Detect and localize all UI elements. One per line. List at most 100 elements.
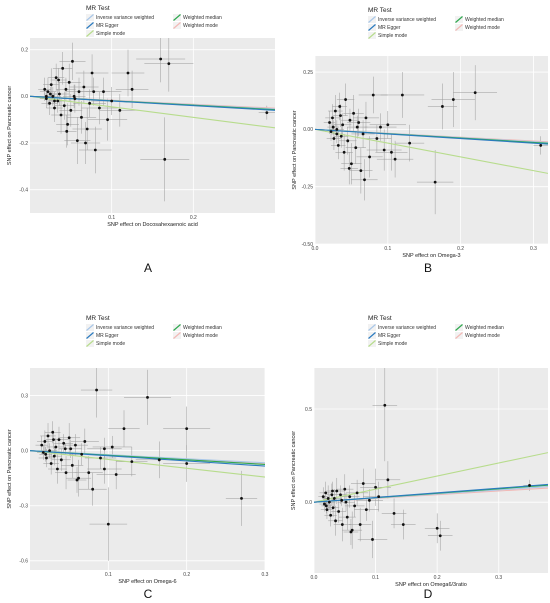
data-point [49, 92, 52, 96]
data-point [344, 500, 348, 504]
data-point [361, 132, 365, 136]
legend-key-line [173, 332, 181, 339]
data-point [328, 121, 331, 124]
data-point [64, 471, 68, 475]
data-point [441, 105, 444, 108]
data-point [146, 395, 149, 399]
panel-letter: A [144, 261, 152, 275]
data-point [331, 489, 334, 493]
x-axis-label: SNP effect on Omega-3 [402, 253, 460, 259]
data-point [49, 462, 53, 465]
data-point [70, 463, 74, 467]
x-tick-label: 0.1 [105, 572, 112, 578]
x-tick-label: 0.2 [457, 246, 464, 252]
data-point [265, 111, 269, 115]
data-point [75, 139, 79, 143]
data-point [355, 491, 359, 495]
legend-label-ivw: Inverse variance weighted [378, 325, 436, 331]
data-point [528, 484, 531, 487]
y-tick-label: 0.0 [21, 94, 28, 100]
data-point [185, 427, 189, 430]
data-point [335, 132, 339, 136]
legend-key-line [173, 22, 181, 29]
legend-label-egger: MR Egger [96, 333, 119, 339]
y-tick-label: -0.3 [19, 504, 28, 510]
data-point [340, 523, 344, 526]
x-axis-label: SNP effect on Omega-6 [118, 579, 176, 585]
legend-title: MR Test [86, 5, 110, 12]
data-point [343, 487, 347, 491]
data-point [386, 478, 390, 482]
data-point [44, 94, 48, 98]
data-point [379, 125, 382, 129]
data-point [92, 90, 96, 94]
data-point [75, 478, 79, 482]
data-point [157, 458, 161, 462]
data-point [185, 462, 189, 465]
mr-line-egger [30, 450, 265, 467]
data-point [49, 83, 53, 87]
mr-line-smode [30, 450, 265, 478]
data-point [88, 101, 92, 105]
data-point [74, 443, 77, 447]
data-point [329, 130, 333, 134]
plot-background [315, 56, 548, 244]
legend-key-line [86, 30, 94, 37]
data-point [350, 162, 353, 166]
x-tick-label: 0.3 [262, 572, 269, 578]
data-point [327, 500, 331, 504]
data-point [69, 108, 73, 112]
chart-panel-b: 0.0 0.1 0.2 0.3 0.25 0.00 -0.25 -0.50 SNP effect… [292, 7, 548, 275]
data-point [91, 487, 95, 491]
data-point [167, 62, 171, 66]
data-point [240, 496, 243, 500]
data-point [69, 447, 73, 451]
x-tick-label: 0.1 [384, 246, 391, 252]
data-point [352, 111, 355, 115]
legend-title: MR Test [86, 315, 110, 322]
data-point [335, 489, 339, 493]
data-point [330, 493, 334, 497]
data-point [539, 144, 543, 147]
data-point [45, 456, 48, 460]
data-point [114, 473, 118, 476]
data-point [323, 502, 326, 506]
data-point [65, 129, 69, 133]
y-tick-label: 0.25 [303, 70, 313, 76]
data-point [364, 116, 368, 120]
data-point [126, 71, 130, 75]
data-point [401, 523, 405, 526]
y-tick-label: 0.0 [305, 500, 312, 506]
legend-key-line [86, 324, 94, 331]
y-tick-label: -0.4 [19, 187, 28, 193]
data-point [130, 87, 134, 91]
chart-panel-c: 0.1 0.2 0.3 0.3 0.0 -0.3 -0.6 SNP effect on Ome… [7, 315, 269, 601]
data-point [59, 458, 63, 462]
data-point [345, 515, 349, 519]
data-point [57, 78, 60, 82]
data-point [346, 139, 350, 143]
x-tick-label: 0.3 [495, 575, 502, 581]
data-point [375, 137, 379, 140]
data-point [358, 523, 362, 526]
data-point [44, 97, 48, 101]
data-point [371, 93, 375, 97]
data-point [53, 106, 56, 110]
data-point [438, 534, 442, 538]
legend: MR Test Inverse variance weighted Weighted… [368, 7, 504, 39]
x-tick-label: 0.1 [108, 215, 115, 221]
x-axis-label: SNP effect on Omega6/3ratio [395, 582, 467, 588]
data-point [340, 498, 344, 502]
legend-key-line [455, 332, 463, 339]
data-point [110, 445, 114, 449]
legend-label-smode: Simple mode [378, 341, 407, 347]
data-point [382, 148, 386, 152]
data-point [80, 115, 83, 119]
data-point [43, 87, 47, 91]
data-point [110, 99, 114, 103]
data-point [90, 71, 94, 75]
data-point [43, 440, 47, 443]
data-point [339, 114, 342, 118]
data-point [57, 438, 61, 442]
